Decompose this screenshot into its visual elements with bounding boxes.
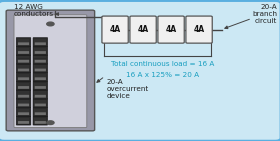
Text: 4A: 4A [137, 25, 149, 34]
FancyBboxPatch shape [102, 16, 128, 43]
FancyBboxPatch shape [16, 116, 31, 125]
FancyBboxPatch shape [35, 95, 46, 98]
FancyBboxPatch shape [18, 86, 29, 89]
FancyBboxPatch shape [35, 86, 46, 89]
FancyBboxPatch shape [35, 77, 46, 80]
FancyBboxPatch shape [130, 16, 156, 43]
Circle shape [47, 22, 54, 26]
FancyBboxPatch shape [33, 108, 48, 116]
FancyBboxPatch shape [33, 99, 48, 108]
FancyBboxPatch shape [18, 112, 29, 115]
FancyBboxPatch shape [18, 42, 29, 45]
FancyBboxPatch shape [33, 116, 48, 125]
FancyBboxPatch shape [16, 73, 31, 81]
FancyBboxPatch shape [16, 46, 31, 55]
Text: 4A: 4A [193, 25, 205, 34]
Text: 12 AWG
conductors: 12 AWG conductors [14, 4, 54, 16]
Circle shape [47, 121, 54, 125]
FancyBboxPatch shape [16, 55, 31, 64]
Text: 4A: 4A [165, 25, 177, 34]
FancyBboxPatch shape [35, 104, 46, 106]
FancyBboxPatch shape [33, 73, 48, 81]
FancyBboxPatch shape [33, 46, 48, 55]
FancyBboxPatch shape [35, 60, 46, 63]
FancyBboxPatch shape [16, 99, 31, 108]
FancyBboxPatch shape [158, 16, 184, 43]
FancyBboxPatch shape [16, 38, 31, 46]
FancyBboxPatch shape [14, 15, 87, 128]
FancyBboxPatch shape [33, 81, 48, 90]
FancyBboxPatch shape [35, 69, 46, 71]
FancyBboxPatch shape [35, 51, 46, 54]
FancyBboxPatch shape [16, 81, 31, 90]
FancyBboxPatch shape [18, 60, 29, 63]
FancyBboxPatch shape [18, 104, 29, 106]
FancyBboxPatch shape [16, 90, 31, 99]
FancyBboxPatch shape [6, 10, 95, 131]
FancyBboxPatch shape [18, 95, 29, 98]
Text: 4A: 4A [109, 25, 121, 34]
FancyBboxPatch shape [16, 108, 31, 116]
Text: 20-A
overcurrent
device: 20-A overcurrent device [106, 79, 149, 99]
FancyBboxPatch shape [186, 16, 212, 43]
Text: 16 A x 125% = 20 A: 16 A x 125% = 20 A [126, 72, 199, 78]
FancyBboxPatch shape [35, 112, 46, 115]
FancyBboxPatch shape [18, 51, 29, 54]
FancyBboxPatch shape [18, 121, 29, 124]
FancyBboxPatch shape [33, 90, 48, 99]
FancyBboxPatch shape [16, 64, 31, 73]
FancyBboxPatch shape [18, 69, 29, 71]
Text: 20-A
branch
circuit: 20-A branch circuit [252, 4, 277, 24]
FancyBboxPatch shape [33, 64, 48, 73]
FancyBboxPatch shape [33, 55, 48, 64]
FancyBboxPatch shape [33, 38, 48, 46]
FancyBboxPatch shape [18, 77, 29, 80]
FancyBboxPatch shape [35, 121, 46, 124]
Text: Total continuous load = 16 A: Total continuous load = 16 A [111, 61, 214, 67]
FancyBboxPatch shape [35, 42, 46, 45]
